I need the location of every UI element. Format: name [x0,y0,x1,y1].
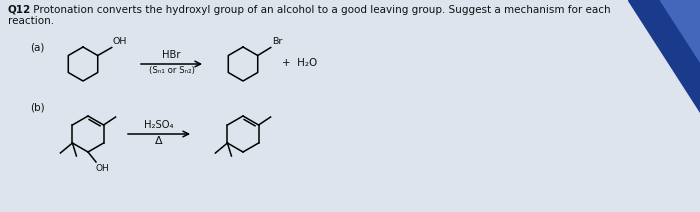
Polygon shape [628,0,700,112]
Text: OH: OH [96,164,110,173]
Text: +  H₂O: + H₂O [282,58,317,68]
Text: Protonation converts the hydroxyl group of an alcohol to a good leaving group. S: Protonation converts the hydroxyl group … [30,5,610,15]
Text: HBr: HBr [162,50,181,60]
Text: (b): (b) [30,102,45,112]
Text: OH: OH [113,38,127,46]
Text: reaction.: reaction. [8,16,54,26]
Text: (Sₙ₁ or Sₙ₂): (Sₙ₁ or Sₙ₂) [148,66,195,75]
Text: Q12: Q12 [8,5,32,15]
Text: H₂SO₄: H₂SO₄ [144,120,174,130]
Text: (a): (a) [30,42,44,52]
Text: Δ: Δ [155,136,163,146]
Text: Br: Br [272,38,282,46]
Polygon shape [660,0,700,62]
